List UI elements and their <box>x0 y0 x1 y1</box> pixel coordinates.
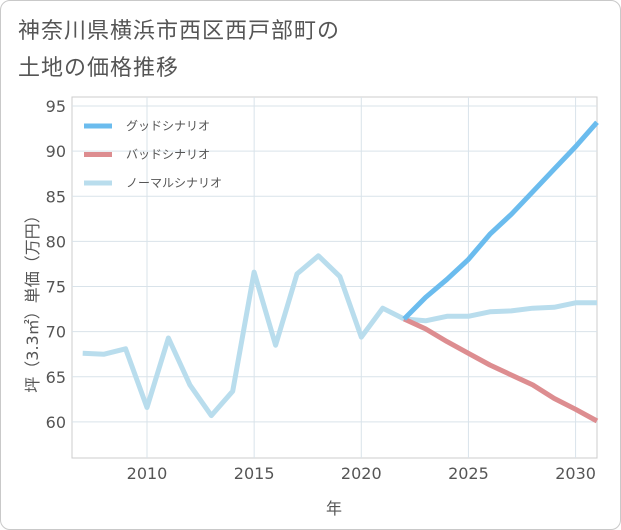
series-lines <box>82 120 599 424</box>
x-axis-label: 年 <box>326 499 342 518</box>
x-tick-label: 2025 <box>448 464 489 483</box>
y-axis-ticks: 60 65 70 75 80 85 90 95 <box>46 97 66 432</box>
series-line-normal <box>82 253 597 419</box>
x-tick-label: 2015 <box>234 464 275 483</box>
y-tick-label: 90 <box>46 142 66 161</box>
legend-label-bad: バッドシナリオ <box>126 148 210 162</box>
plot-area <box>71 96 598 459</box>
y-axis-label: 坪（3.3㎡）単価（万円） <box>23 207 42 392</box>
series-line-bad <box>403 316 599 424</box>
chart-title-line1: 神奈川県横浜市西区西戸部町の <box>18 19 341 44</box>
legend-label-normal: ノーマルシナリオ <box>126 176 222 190</box>
y-tick-label: 70 <box>46 323 66 342</box>
x-tick-label: 2020 <box>341 464 382 483</box>
x-tick-label: 2010 <box>127 464 168 483</box>
y-tick-label: 75 <box>46 278 66 297</box>
y-tick-label: 80 <box>46 232 66 251</box>
legend-label-good: グッドシナリオ <box>126 119 210 133</box>
x-axis-ticks: 2010 2015 2020 2025 2030 <box>127 464 596 483</box>
x-tick-label: 2030 <box>555 464 596 483</box>
series-line-good <box>402 120 599 321</box>
y-tick-label: 65 <box>46 368 66 387</box>
y-tick-label: 85 <box>46 187 66 206</box>
y-tick-label: 60 <box>46 413 66 432</box>
chart-title: 神奈川県横浜市西区西戸部町の 土地の価格推移 <box>18 13 578 87</box>
chart-title-line2: 土地の価格推移 <box>18 56 180 81</box>
y-tick-label: 95 <box>46 97 66 116</box>
